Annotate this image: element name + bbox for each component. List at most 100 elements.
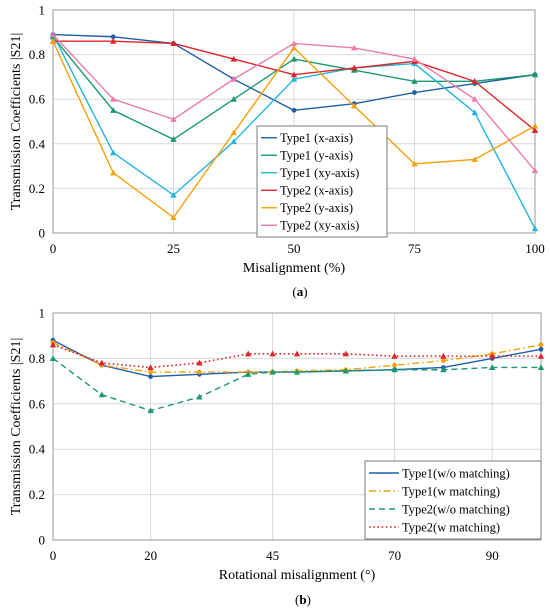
data-point <box>342 350 349 357</box>
x-tick-label: 25 <box>167 241 180 256</box>
data-point <box>290 44 298 51</box>
data-point <box>148 369 154 375</box>
data-point <box>489 364 496 371</box>
x-tick-label: 45 <box>266 548 279 563</box>
y-tick-label: 0.8 <box>29 47 45 62</box>
data-point <box>170 191 177 198</box>
data-point <box>293 368 301 375</box>
data-point <box>411 55 418 62</box>
series-3 <box>49 355 545 414</box>
data-point <box>110 96 117 102</box>
data-point <box>245 350 252 357</box>
data-point <box>230 55 237 62</box>
y-tick-label: 0.6 <box>29 92 46 107</box>
data-point <box>391 366 398 373</box>
data-point <box>269 350 276 357</box>
data-point <box>110 38 117 44</box>
series-5 <box>49 38 539 220</box>
data-point <box>110 107 117 113</box>
x-tick-label: 0 <box>50 548 57 563</box>
data-point <box>110 149 117 156</box>
series-4 <box>49 341 545 371</box>
data-point <box>290 75 298 82</box>
data-point <box>489 352 496 359</box>
data-point <box>531 225 539 232</box>
data-point <box>471 78 478 84</box>
y-tick-label: 0.2 <box>29 487 45 502</box>
data-point <box>196 359 203 366</box>
data-point <box>440 352 447 359</box>
data-point <box>531 71 539 78</box>
data-point <box>147 364 154 371</box>
data-point <box>170 214 177 220</box>
series-line <box>52 344 541 369</box>
data-point <box>245 371 252 377</box>
data-point <box>110 34 116 40</box>
y-tick-label: 1 <box>39 3 46 18</box>
data-point <box>197 369 202 375</box>
data-point <box>230 129 237 136</box>
data-point <box>391 352 398 359</box>
data-point <box>351 64 358 71</box>
data-point <box>290 55 298 62</box>
legend: Type1 (x-axis) Type1 (y-axis) Type1 (xy-ax… <box>256 125 388 238</box>
data-point <box>531 127 539 133</box>
data-point <box>49 38 57 44</box>
legend-entry: Type2 (y-axis) <box>280 201 353 215</box>
data-point <box>269 368 276 375</box>
data-point <box>49 341 57 348</box>
data-point <box>471 109 478 116</box>
legend-entry: Type1 (xy-axis) <box>280 166 359 180</box>
data-point <box>471 96 478 102</box>
y-tick-label: 0 <box>39 226 46 241</box>
data-point <box>170 116 177 122</box>
legend-entry: Type1 (y-axis) <box>280 149 353 163</box>
data-point <box>342 367 349 374</box>
data-point <box>98 359 105 366</box>
data-point <box>290 71 298 78</box>
data-point <box>538 346 544 352</box>
x-tick-label: 100 <box>525 241 545 256</box>
legend-entry: Type1 (x-axis) <box>280 131 353 145</box>
legend-entry: Type2(w/o matching) <box>402 502 510 516</box>
data-point <box>351 102 358 109</box>
plot-frame <box>52 312 542 541</box>
data-point <box>537 352 545 359</box>
x-tick-label: 75 <box>408 241 421 256</box>
data-point <box>392 362 397 368</box>
y-tick-label: 0 <box>39 533 46 548</box>
series-line <box>52 341 542 373</box>
data-point <box>147 407 154 414</box>
y-tick-label: 1 <box>39 306 46 321</box>
chart-panel-a: 0 0.2 0.4 0.6 0.8 1 0 25 50 75 100 Misalignment (%)… <box>9 3 545 300</box>
legend-entry: Type1(w/o matching) <box>402 466 510 480</box>
legend-entry: Type2 (x-axis) <box>280 184 353 198</box>
legend-box <box>364 460 542 540</box>
data-point <box>230 138 237 145</box>
data-point <box>440 366 447 373</box>
data-point <box>538 342 544 348</box>
y-axis-label: Transmission Coefficients |S21| <box>9 33 24 211</box>
y-axis-label: Transmission Coefficients |S21| <box>9 338 24 516</box>
data-point <box>110 169 117 176</box>
data-point <box>411 160 418 167</box>
y-tick-label: 0.8 <box>29 351 45 366</box>
data-point <box>531 122 539 129</box>
x-tick-label: 20 <box>144 548 157 563</box>
x-axis-label: Rotational misalignment (°) <box>219 568 376 583</box>
series-line <box>52 357 541 412</box>
legend-entry: Type1(w matching) <box>402 484 500 498</box>
y-tick-label: 0.4 <box>29 136 46 151</box>
data-point <box>290 40 298 47</box>
data-point <box>98 391 105 398</box>
data-point <box>441 358 446 364</box>
data-point <box>230 96 237 102</box>
series-6 <box>49 31 539 174</box>
x-tick-label: 0 <box>50 241 57 256</box>
panel-label: (a) <box>292 284 307 299</box>
y-tick-label: 0.4 <box>29 442 46 457</box>
data-point <box>537 364 545 371</box>
legend-box <box>256 125 388 238</box>
x-axis-label: Misalignment (%) <box>243 261 346 276</box>
data-point <box>49 355 57 361</box>
